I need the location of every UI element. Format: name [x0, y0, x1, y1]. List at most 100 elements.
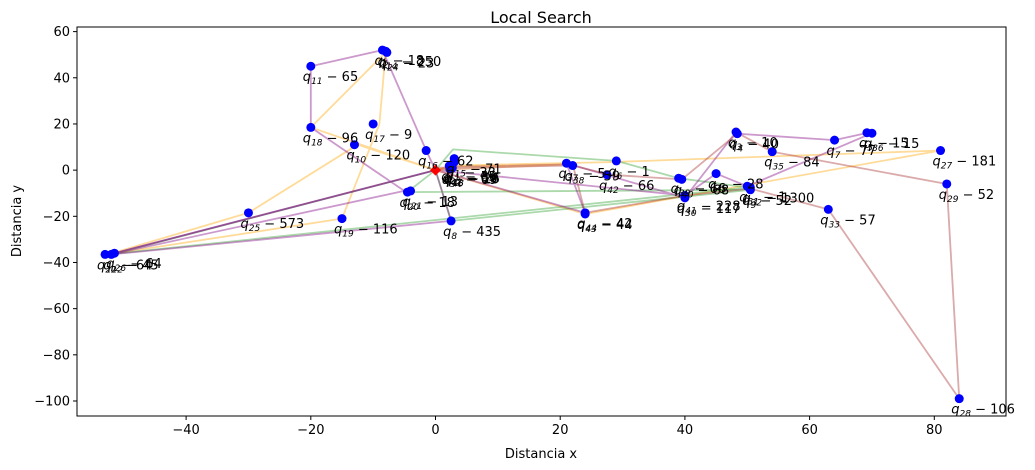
plot-frame — [76, 26, 1007, 417]
customer-point-18 — [306, 122, 316, 132]
customer-point-6 — [611, 156, 621, 166]
customer-point-40 — [677, 174, 687, 184]
point-label-1: q1 − 33 — [446, 166, 496, 183]
point-label-27: q27 − 181 — [933, 155, 997, 172]
x-tick-label: 0 — [431, 423, 439, 438]
point-label-37: q37 − 5 — [558, 167, 605, 184]
point-label-25: q25 − 573 — [240, 217, 304, 234]
customer-point-27 — [936, 146, 946, 156]
customer-point-41 — [680, 191, 690, 201]
point-label-36: q36 − 15 — [864, 137, 919, 154]
points-layer — [100, 45, 964, 404]
point-label-17: q17 − 9 — [365, 128, 412, 145]
customer-point-10 — [349, 140, 359, 150]
customer-point-22 — [100, 249, 110, 259]
customer-point-47 — [445, 162, 455, 172]
point-label-46: q46 − 10 — [444, 172, 499, 189]
y-axis-label: Distancia y — [10, 185, 25, 258]
point-label-39: q39 − 66 — [671, 182, 726, 199]
customer-point-19 — [337, 214, 347, 224]
customer-point-26 — [109, 248, 119, 258]
point-label-10: q10 − 120 — [346, 149, 410, 166]
customer-point-42 — [602, 170, 612, 180]
point-label-45: q45 − 28 — [708, 178, 763, 195]
x-tick-label: 40 — [677, 423, 694, 438]
point-label-19: q19 − 116 — [334, 223, 398, 240]
point-label-28: q28 − 106 — [951, 403, 1015, 420]
point-label-9: q9 − 52 — [742, 194, 792, 211]
point-label-21: q21 − 13 — [403, 195, 458, 212]
customer-point-4 — [732, 129, 742, 139]
customer-point-17 — [368, 119, 378, 129]
point-label-42: q42 − 66 — [599, 179, 654, 196]
customer-point-35 — [767, 147, 777, 157]
y-tick-label: 20 — [53, 117, 70, 132]
point-label-29: q29 − 52 — [939, 188, 994, 205]
point-label-12: q12 − 45 — [103, 258, 158, 275]
customer-point-16 — [421, 146, 431, 156]
point-label-3: q3 − 10 — [728, 136, 778, 153]
customer-point-24 — [382, 47, 392, 57]
y-axis-ticks: −100 −80 −60 −40 −20 0 20 40 60 — [34, 25, 77, 409]
point-label-41: q41 − 228 — [677, 200, 741, 217]
depot-marker — [430, 164, 442, 176]
customer-point-44 — [580, 208, 590, 218]
route-line-9 — [435, 163, 568, 171]
customer-point-36 — [867, 128, 877, 138]
y-tick-label: 0 — [62, 164, 70, 179]
y-tick-label: −20 — [43, 210, 70, 225]
x-tick-label: 20 — [552, 423, 569, 438]
x-tick-label: −20 — [297, 423, 324, 438]
customer-point-21 — [406, 186, 416, 196]
point-label-6: q6 − 1 — [608, 165, 649, 182]
customer-point-25 — [243, 208, 253, 218]
customer-point-28 — [954, 394, 964, 404]
point-label-40: q40 − 68 — [674, 183, 729, 200]
point-label-2: q2 − 18 — [375, 54, 425, 71]
customer-point-8 — [446, 216, 456, 226]
point-label-26: q26 − 64 — [106, 257, 161, 274]
customer-point-45 — [711, 169, 721, 179]
point-label-35: q35 − 84 — [764, 156, 819, 173]
x-tick-label: 80 — [926, 423, 943, 438]
customer-point-33 — [823, 204, 833, 214]
point-label-16: q16 − 62 — [418, 155, 473, 172]
point-label-13: q13 − 26 — [444, 172, 499, 189]
y-tick-label: 40 — [53, 71, 70, 86]
x-axis-label: Distancia x — [505, 447, 578, 462]
customer-point-11 — [306, 61, 316, 71]
point-label-22: q22 − 64 — [97, 258, 152, 275]
customer-point-7 — [830, 135, 840, 145]
plot-area — [77, 27, 1006, 416]
point-label-23: q23 − 65 — [441, 170, 496, 187]
point-label-15: q15 − 71 — [446, 163, 501, 180]
customer-point-38 — [568, 161, 578, 171]
point-label-11: q11 − 65 — [303, 70, 358, 87]
point-label-34: q34 − 69 — [442, 173, 497, 190]
y-tick-label: −60 — [43, 302, 70, 317]
point-label-8: q8 − 435 — [443, 225, 501, 242]
point-label-43: q43 − 44 — [577, 218, 632, 235]
y-tick-label: −100 — [34, 394, 70, 409]
point-label-47: q47 − 59 — [442, 171, 497, 188]
x-axis-ticks: −40 −20 0 20 40 60 80 — [172, 416, 943, 438]
point-label-44: q44 − 42 — [577, 217, 632, 234]
point-label-30: q30 − 117 — [677, 202, 741, 219]
y-tick-label: 60 — [53, 25, 70, 40]
point-label-4: q4 − 40 — [729, 138, 779, 155]
customer-point-32 — [745, 182, 755, 192]
y-tick-label: −80 — [43, 348, 70, 363]
x-tick-label: −40 — [172, 423, 199, 438]
point-label-7: q7 − 77 — [827, 144, 877, 161]
customer-point-15 — [449, 154, 459, 164]
chart-title: Local Search — [490, 8, 592, 27]
point-label-31: q31 − 1 — [739, 190, 786, 207]
point-label-5: q5 − 15 — [859, 137, 909, 154]
y-tick-label: −40 — [43, 256, 70, 271]
point-label-14: q14 − 250 — [378, 55, 442, 72]
point-label-18: q18 − 96 — [303, 131, 358, 148]
x-tick-label: 60 — [801, 423, 818, 438]
customer-point-29 — [942, 179, 952, 189]
point-label-20: q20 − 18 — [399, 196, 454, 213]
